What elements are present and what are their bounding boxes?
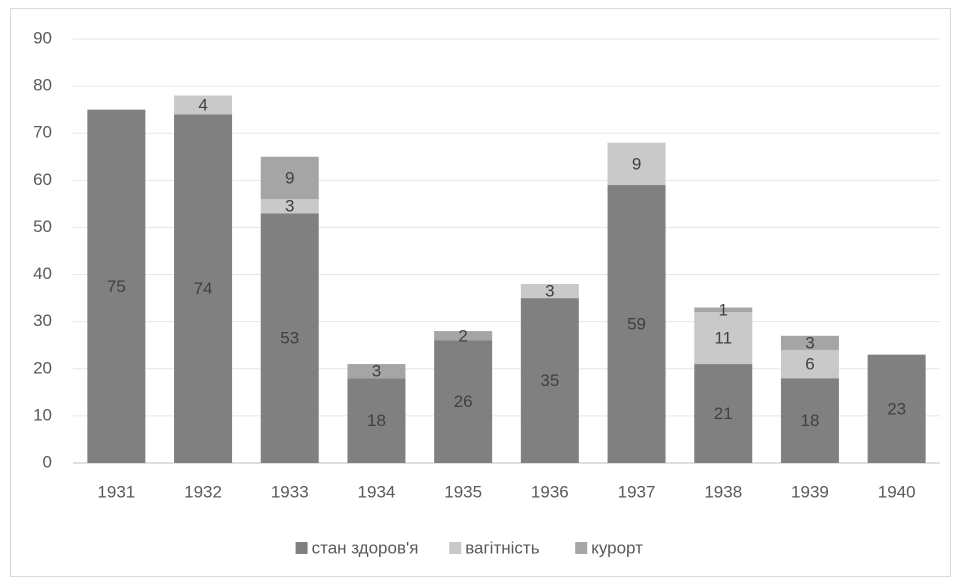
legend-label: стан здоров'я [312, 538, 419, 557]
data-label: 11 [714, 329, 732, 348]
data-label: 6 [805, 355, 814, 374]
data-label: 3 [285, 197, 294, 216]
bar-segment [520, 298, 579, 463]
data-label: 3 [372, 362, 381, 381]
bar-segment [780, 335, 839, 350]
bar-segment [694, 312, 753, 365]
y-tick-label: 40 [33, 264, 52, 283]
data-label: 3 [805, 333, 814, 352]
data-label: 74 [194, 279, 213, 298]
bar-segment [87, 109, 146, 464]
data-label: 59 [627, 315, 646, 334]
data-label: 53 [280, 329, 299, 348]
y-tick-label: 90 [33, 28, 52, 47]
x-tick-label: 1934 [358, 482, 396, 501]
x-tick-label: 1935 [444, 482, 482, 501]
y-tick-label: 80 [33, 76, 52, 95]
bar-segment [434, 340, 493, 463]
chart-border [10, 8, 951, 577]
x-tick-label: 1937 [618, 482, 656, 501]
data-label: 26 [454, 392, 473, 411]
bar-segment [607, 142, 666, 186]
data-label: 2 [458, 326, 467, 345]
data-label: 21 [714, 404, 733, 423]
data-label: 35 [540, 371, 559, 390]
legend-label: курорт [591, 538, 643, 557]
legend-swatch [295, 542, 308, 554]
y-tick-label: 10 [33, 405, 52, 424]
x-tick-label: 1931 [97, 482, 135, 501]
legend-label: вагітність [465, 538, 540, 557]
bar-segment [347, 364, 406, 379]
bar-segment [520, 283, 579, 299]
data-label: 4 [198, 95, 207, 114]
data-label: 9 [285, 168, 294, 187]
x-tick-label: 1936 [531, 482, 569, 501]
bar-segment [260, 156, 319, 200]
y-tick-label: 20 [33, 358, 52, 377]
y-tick-label: 70 [33, 123, 52, 142]
bar-segment [434, 331, 493, 341]
y-tick-label: 50 [33, 217, 52, 236]
legend-swatch [575, 542, 588, 554]
data-label: 9 [632, 154, 641, 173]
bar-segment [260, 213, 319, 463]
bar-segment [867, 354, 926, 463]
data-label: 18 [367, 411, 386, 430]
x-tick-label: 1939 [791, 482, 829, 501]
y-tick-label: 0 [43, 452, 52, 471]
y-tick-label: 30 [33, 311, 52, 330]
y-tick-label: 60 [33, 170, 52, 189]
bar-segment [174, 114, 233, 463]
data-label: 3 [545, 282, 554, 301]
bar-segment [694, 307, 753, 313]
bar-segment [780, 378, 839, 463]
data-label: 75 [107, 277, 126, 296]
x-tick-label: 1933 [271, 482, 309, 501]
bar-segment [607, 185, 666, 464]
bar-segment [694, 364, 753, 463]
bar-segment [260, 199, 319, 214]
legend-swatch [449, 542, 462, 554]
bar-segment [174, 95, 233, 115]
data-label: 1 [719, 300, 728, 319]
bar-segment [347, 378, 406, 463]
x-tick-label: 1938 [704, 482, 742, 501]
bar-segment [780, 349, 839, 379]
x-tick-label: 1940 [878, 482, 916, 501]
data-label: 18 [800, 411, 819, 430]
data-label: 23 [887, 399, 906, 418]
x-tick-label: 1932 [184, 482, 222, 501]
